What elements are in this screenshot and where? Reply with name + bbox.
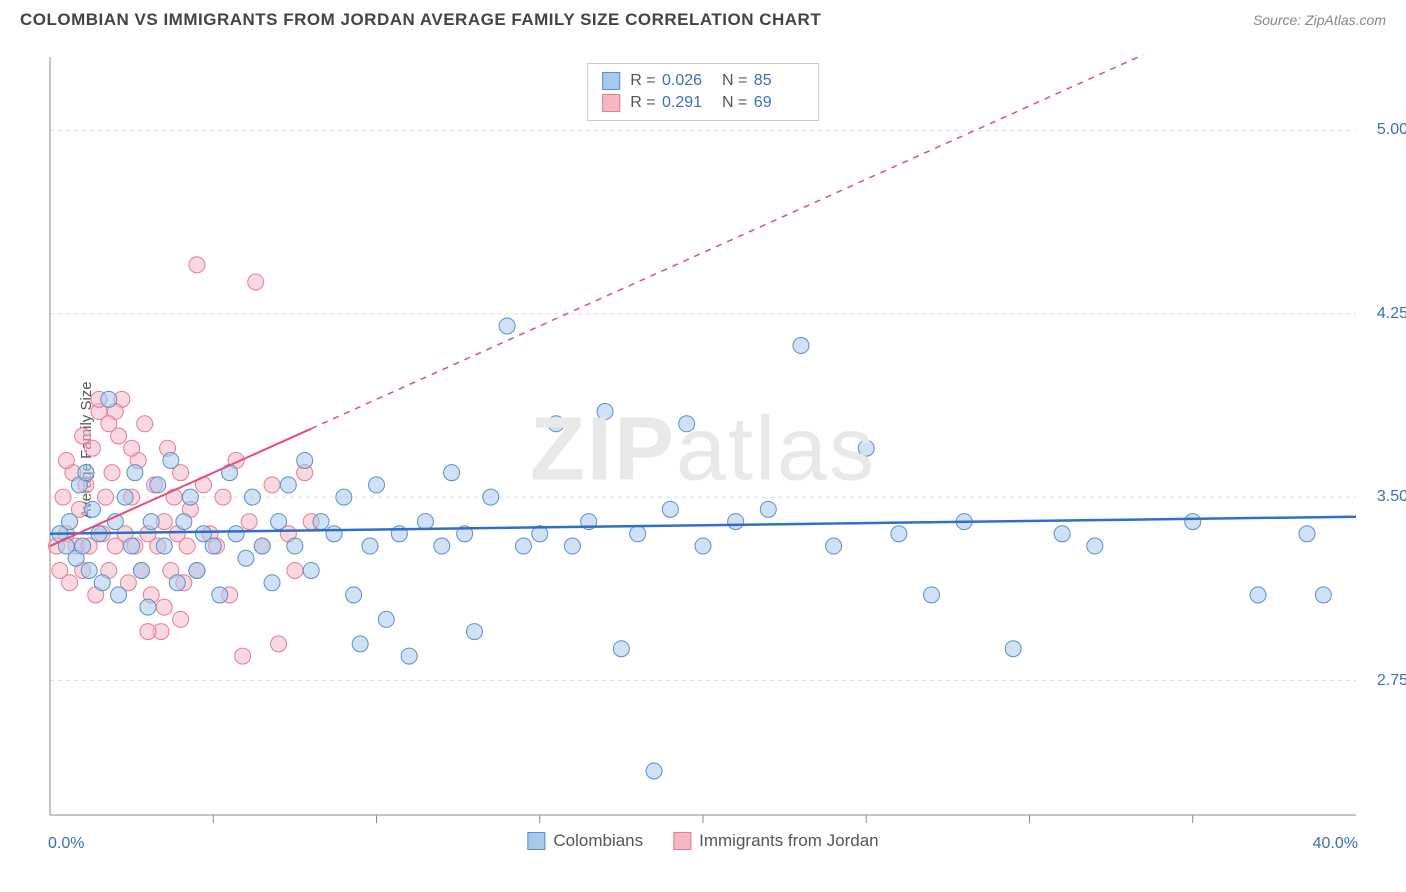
stats-row: R = 0.291 N = 69 <box>602 92 804 114</box>
y-tick-label: 2.75 <box>1377 672 1406 690</box>
scatter-plot <box>48 55 1358 845</box>
swatch-icon <box>527 832 545 850</box>
stats-row: R = 0.026 N = 85 <box>602 70 804 92</box>
chart-title: COLOMBIAN VS IMMIGRANTS FROM JORDAN AVER… <box>20 10 821 30</box>
stat-text: N = 69 <box>722 94 804 112</box>
y-tick-label: 4.25 <box>1377 305 1406 323</box>
swatch-icon <box>602 94 620 112</box>
swatch-icon <box>602 72 620 90</box>
stat-text: R = 0.291 <box>630 94 712 112</box>
stat-text: R = 0.026 <box>630 72 712 90</box>
legend-item: Colombians <box>527 831 643 851</box>
y-tick-label: 5.00 <box>1377 121 1406 139</box>
source-attribution: Source: ZipAtlas.com <box>1253 12 1386 28</box>
swatch-icon <box>673 832 691 850</box>
x-axis-max: 40.0% <box>1313 835 1358 853</box>
series-legend: Colombians Immigrants from Jordan <box>527 831 878 851</box>
legend-label: Immigrants from Jordan <box>699 831 879 851</box>
legend-label: Colombians <box>553 831 643 851</box>
y-tick-label: 3.50 <box>1377 488 1406 506</box>
x-axis-min: 0.0% <box>48 835 84 853</box>
stat-text: N = 85 <box>722 72 804 90</box>
legend-item: Immigrants from Jordan <box>673 831 879 851</box>
header: COLOMBIAN VS IMMIGRANTS FROM JORDAN AVER… <box>0 0 1406 38</box>
stats-legend: R = 0.026 N = 85 R = 0.291 N = 69 <box>587 63 819 121</box>
chart-container: Average Family Size ZIPatlas R = 0.026 N… <box>48 55 1358 845</box>
